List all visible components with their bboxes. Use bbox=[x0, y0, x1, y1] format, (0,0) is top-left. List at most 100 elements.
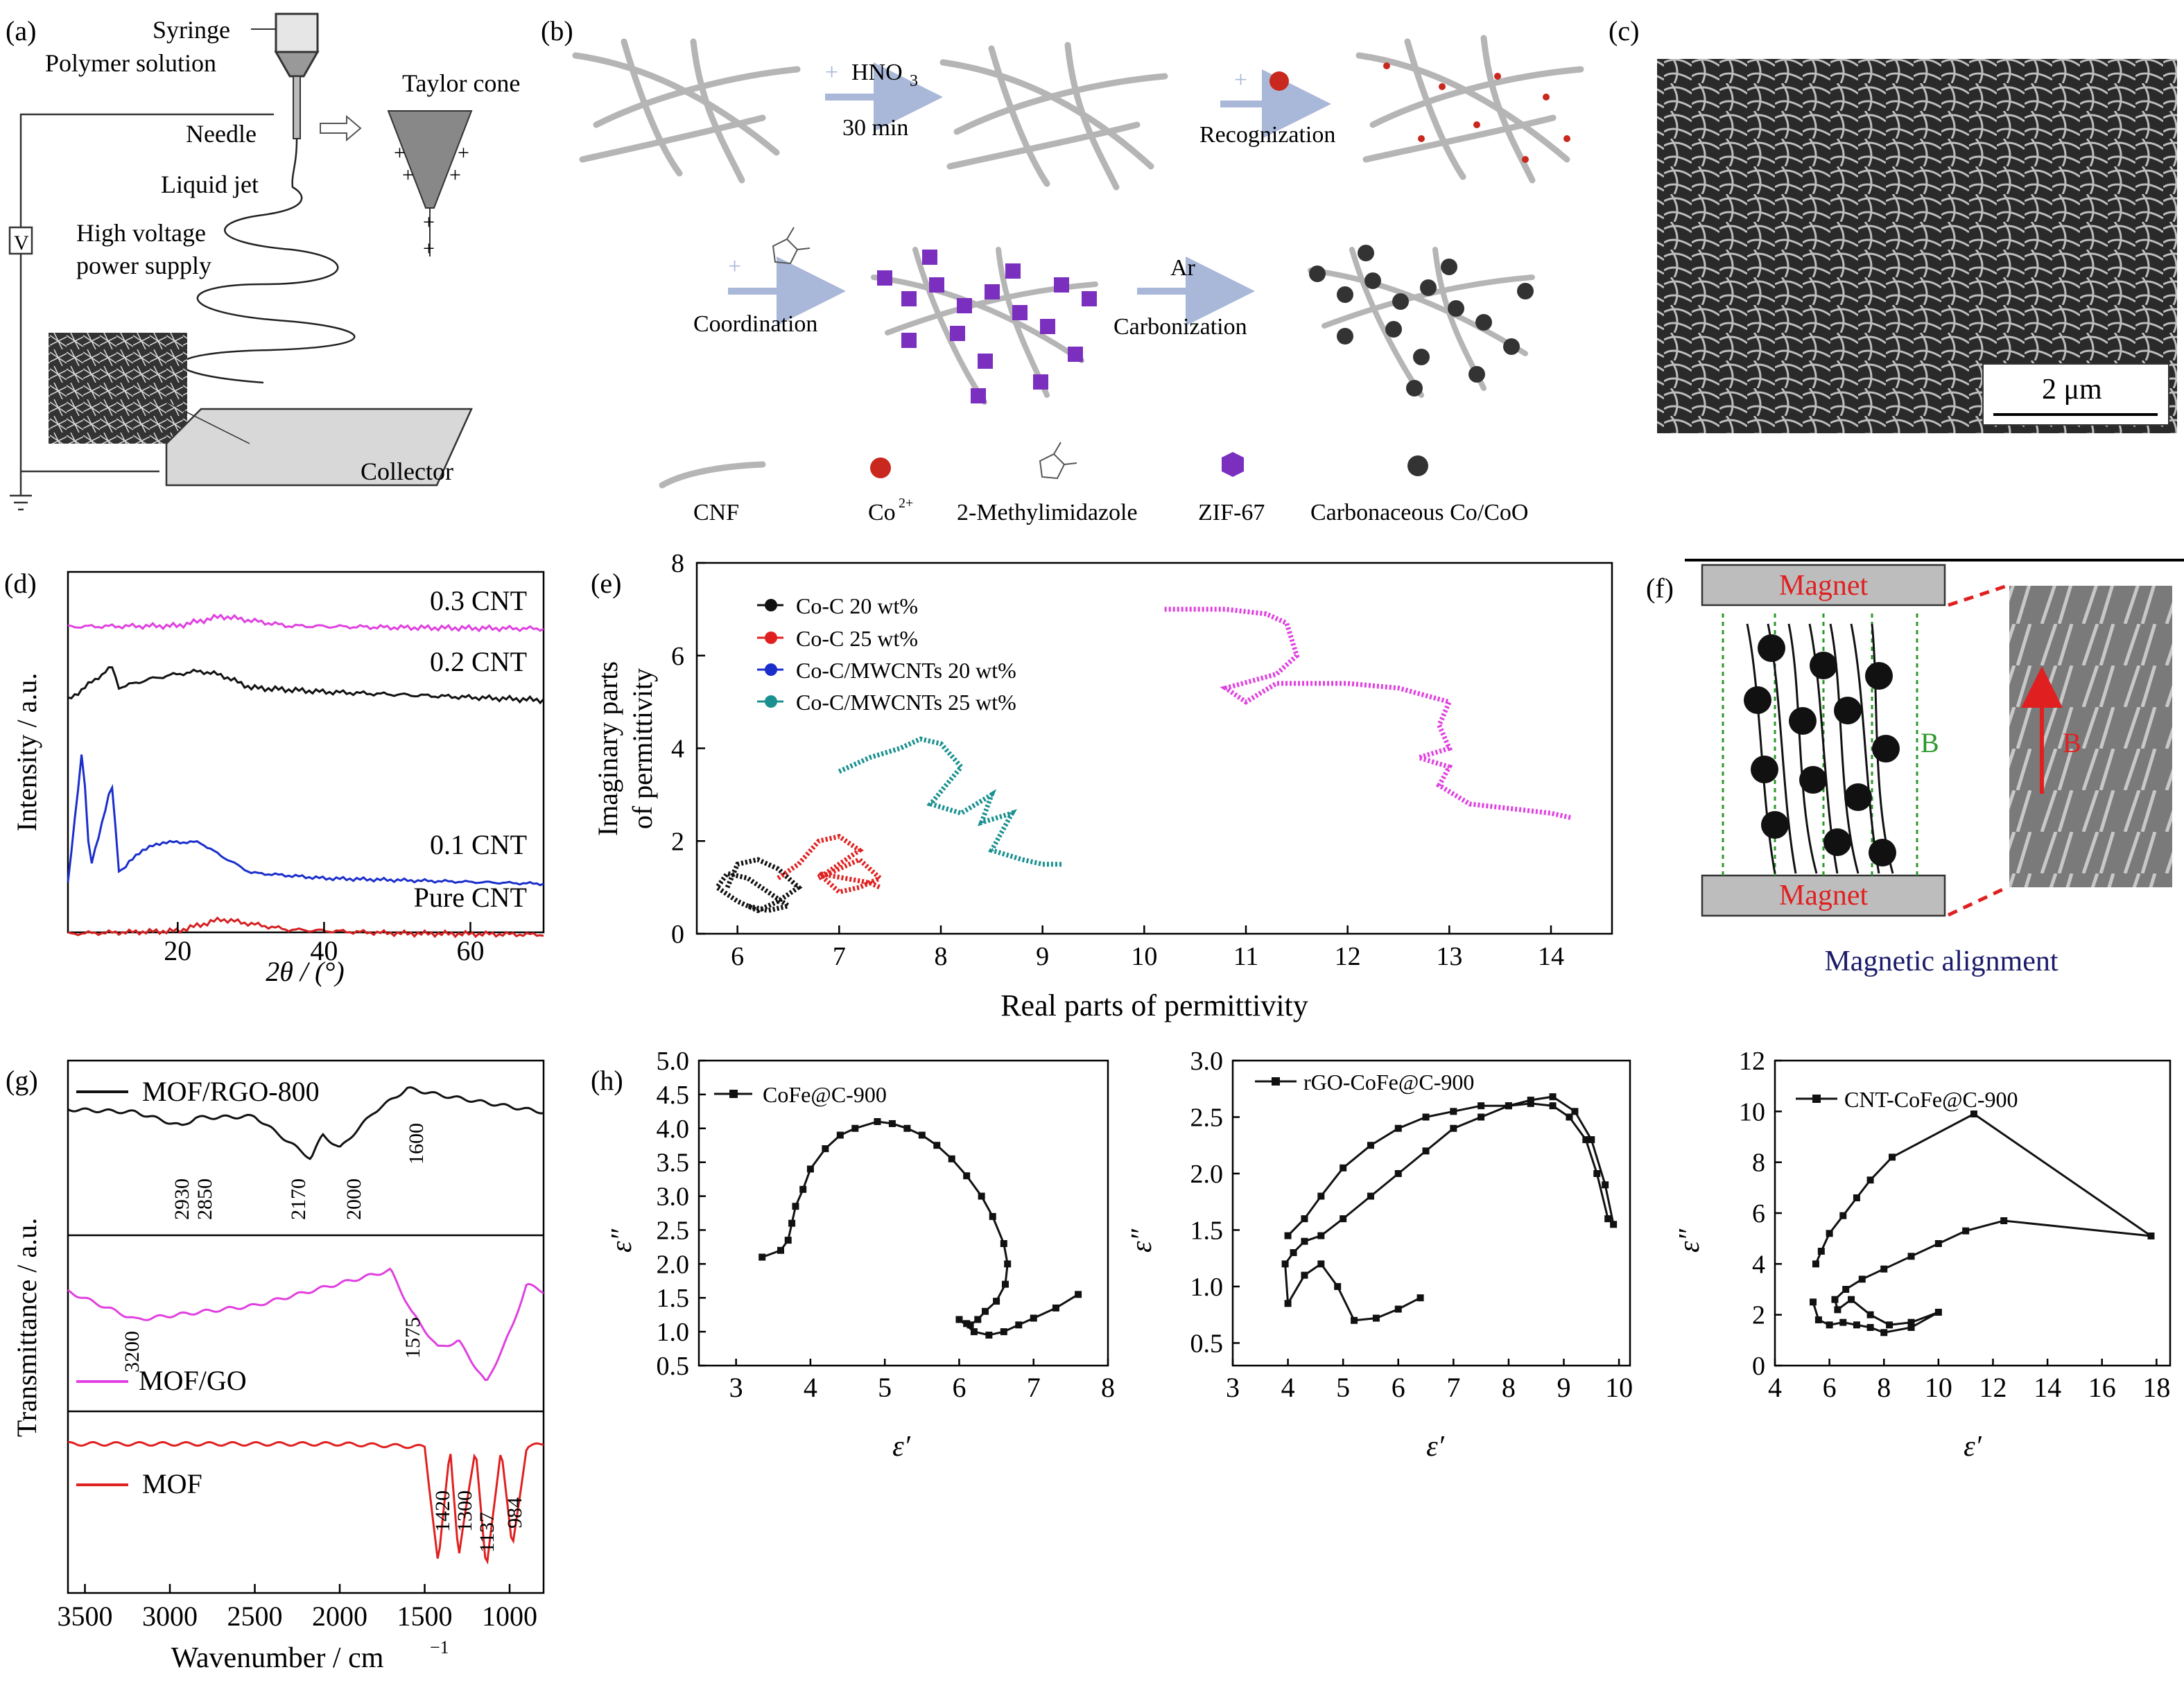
h-subplot-3: ε″ ε′ CNT-CoFe@C-900 4 6 8 10 12 14 16 18 0 2 4 6 8 1… bbox=[1674, 1047, 2172, 1463]
h2-point-34 bbox=[1301, 1271, 1308, 1279]
h1-xtick-label-0: 3 bbox=[729, 1372, 743, 1403]
h3-point-10 bbox=[1962, 1227, 1970, 1235]
d-label-02: 0.2 CNT bbox=[430, 646, 527, 677]
label-hno3: HNO bbox=[851, 60, 903, 85]
h2-point-21 bbox=[1527, 1097, 1534, 1104]
h1-point-7 bbox=[822, 1145, 829, 1153]
e-ytick-label-0: 0 bbox=[671, 920, 684, 949]
f-b-label-green: B bbox=[1921, 727, 1939, 758]
plus-step1: + bbox=[825, 60, 838, 85]
d-plot-frame bbox=[67, 571, 545, 934]
e-xtick-label-4: 10 bbox=[1131, 942, 1157, 971]
h1-point-6 bbox=[806, 1165, 814, 1173]
h1-point-5 bbox=[799, 1185, 807, 1193]
g-curve-2 bbox=[67, 1440, 544, 1565]
h3-point-5 bbox=[1866, 1176, 1874, 1184]
h3-point-23 bbox=[1907, 1324, 1915, 1331]
h2-point-32 bbox=[1281, 1260, 1289, 1268]
h1-ytick-label-1: 1.0 bbox=[657, 1318, 690, 1347]
g-peak-1137: 1137 bbox=[476, 1512, 499, 1553]
h2-xtick-label-5: 8 bbox=[1502, 1372, 1516, 1403]
h2-ytick-label-4: 2.5 bbox=[1190, 1103, 1224, 1132]
h2-point-3 bbox=[1340, 1164, 1347, 1172]
panel-a: (a) Syringe Polymer solution Needle Liqu… bbox=[6, 12, 520, 511]
h3-point-26 bbox=[1853, 1321, 1860, 1329]
g-curve-1 bbox=[67, 1267, 544, 1382]
g-xlabel-sup: −1 bbox=[430, 1637, 449, 1657]
h2-point-29 bbox=[1317, 1232, 1325, 1239]
h1-ytick-label-6: 3.5 bbox=[657, 1149, 690, 1178]
h1-point-2 bbox=[784, 1237, 792, 1244]
h1-ytick-label-0: 0.5 bbox=[657, 1352, 690, 1381]
g-peak-2000: 2000 bbox=[343, 1178, 365, 1220]
panel-a-label: (a) bbox=[6, 15, 36, 46]
h2-xtick-label-1: 4 bbox=[1281, 1372, 1295, 1403]
h2-ytick-label-3: 2.0 bbox=[1190, 1160, 1224, 1189]
scale-bar-label: 2 μm bbox=[2042, 374, 2102, 406]
h3-xtick-label-0: 4 bbox=[1768, 1372, 1782, 1403]
h1-point-24 bbox=[974, 1316, 982, 1323]
h3-xtick-label-7: 18 bbox=[2142, 1372, 2170, 1403]
h3-point-0 bbox=[1812, 1260, 1819, 1268]
h3-point-9 bbox=[2000, 1217, 2008, 1224]
h3-ytick-label-3: 6 bbox=[1752, 1199, 1765, 1228]
h3-point-22 bbox=[1934, 1309, 1942, 1316]
h2-point-20 bbox=[1549, 1093, 1557, 1101]
h2-point-26 bbox=[1394, 1169, 1402, 1177]
h2-point-18 bbox=[1588, 1136, 1595, 1144]
jet-spiral bbox=[180, 138, 356, 384]
f-caption: Magnetic alignment bbox=[1824, 946, 2058, 977]
panel-f: (f) Magnet Magnet B B Magnetic align bbox=[1646, 559, 2184, 977]
magnet-bottom-label: Magnet bbox=[1779, 880, 1869, 912]
h1-point-9 bbox=[851, 1124, 859, 1132]
d-xlabel: 2θ / (°) bbox=[266, 956, 344, 987]
h1-xtick-label-1: 4 bbox=[804, 1372, 817, 1403]
h-subplot-2: ε″ ε′ rGO-CoFe@C-900 3 4 5 6 7 8 9 10 0.5 1.0 1.5 2… bbox=[1126, 1047, 1633, 1463]
h1-point-10 bbox=[874, 1118, 881, 1125]
panel-f-label: (f) bbox=[1646, 573, 1674, 604]
label-needle: Needle bbox=[186, 120, 257, 148]
h1-xtick-label-5: 8 bbox=[1101, 1372, 1115, 1403]
h2-point-33 bbox=[1284, 1300, 1292, 1307]
g-peak-1600: 1600 bbox=[405, 1123, 428, 1165]
magnet-bottom bbox=[1701, 874, 1946, 917]
e-legend-2: Co-C/MWCNTs 20 wt% bbox=[796, 658, 1016, 683]
e-xlabel: Real parts of permittivity bbox=[1000, 988, 1308, 1022]
h3-point-15 bbox=[1842, 1286, 1850, 1293]
h3-point-6 bbox=[1889, 1153, 1896, 1161]
h1-point-16 bbox=[963, 1172, 971, 1180]
e-ytick-label-3: 6 bbox=[671, 642, 684, 671]
d-curve-0 bbox=[67, 613, 544, 633]
g-peak-1420: 1420 bbox=[431, 1490, 454, 1532]
h3-point-17 bbox=[1834, 1306, 1841, 1314]
plus-step3: + bbox=[728, 254, 741, 279]
h2-ytick-label-0: 0.5 bbox=[1190, 1329, 1224, 1358]
h1-point-8 bbox=[836, 1131, 844, 1139]
d-curve-2 bbox=[67, 754, 544, 887]
h2-point-4 bbox=[1367, 1142, 1374, 1149]
g-ticks: 3500 3000 2500 2000 1500 1000 bbox=[58, 1584, 537, 1632]
zoom-line-top bbox=[1948, 584, 2008, 607]
zoom-line-bottom bbox=[1947, 885, 2009, 917]
label-recognization: Recognization bbox=[1199, 122, 1335, 148]
syringe-body bbox=[275, 12, 319, 53]
e-ytick-label-4: 8 bbox=[671, 549, 684, 578]
h1-point-20 bbox=[1004, 1260, 1012, 1268]
legend-cnf: CNF bbox=[693, 500, 739, 525]
h1-point-26 bbox=[963, 1320, 971, 1327]
g-curves bbox=[67, 1086, 544, 1565]
h2-point-36 bbox=[1334, 1282, 1342, 1290]
panel-g-label: (g) bbox=[6, 1065, 38, 1096]
circuit-wire bbox=[10, 113, 274, 511]
h1-point-18 bbox=[989, 1212, 996, 1220]
g-curve-0 bbox=[67, 1086, 544, 1160]
mesh-image bbox=[49, 333, 187, 444]
h3-xtick-label-4: 12 bbox=[1979, 1372, 2007, 1403]
h3-point-24 bbox=[1880, 1329, 1888, 1336]
h1-ytick-label-5: 3.0 bbox=[657, 1183, 690, 1212]
legend-zif: ZIF-67 bbox=[1198, 500, 1265, 525]
e-xtick-label-7: 13 bbox=[1436, 942, 1462, 971]
plus-sign-4: + bbox=[449, 164, 461, 186]
h3-ylabel: ε″ bbox=[1674, 1228, 1706, 1253]
h2-legend: rGO-CoFe@C-900 bbox=[1303, 1070, 1474, 1095]
